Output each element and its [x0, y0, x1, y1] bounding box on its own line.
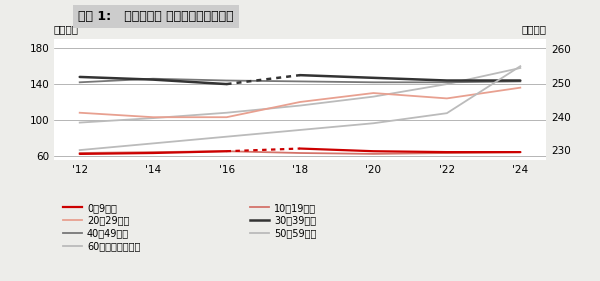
Text: （万人）: （万人）: [521, 24, 546, 35]
Text: 図表 1:   東京都区部 年齢階層別人口推移: 図表 1: 東京都区部 年齢階層別人口推移: [78, 10, 233, 23]
Legend: 10～19歳層, 30～39歳層, 50～59歳層: 10～19歳層, 30～39歳層, 50～59歳層: [246, 199, 320, 243]
Text: （万人）: （万人）: [54, 24, 79, 35]
